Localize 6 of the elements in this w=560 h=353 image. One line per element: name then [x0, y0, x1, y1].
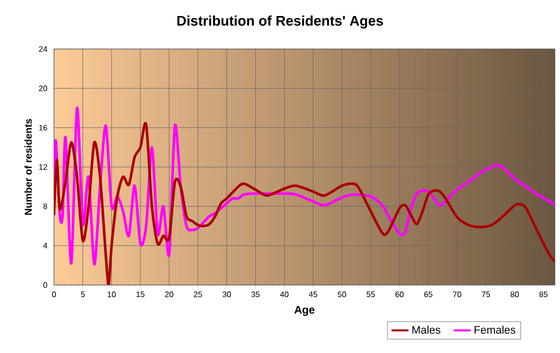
chart-title: Distribution of Residents' Ages — [177, 15, 383, 29]
line-series — [54, 122, 556, 285]
x-axis-title: Age — [294, 306, 314, 316]
y-axis-title: Number of residents — [24, 118, 32, 215]
legend-label: Females — [474, 326, 516, 334]
legend-label: Males — [412, 326, 440, 334]
